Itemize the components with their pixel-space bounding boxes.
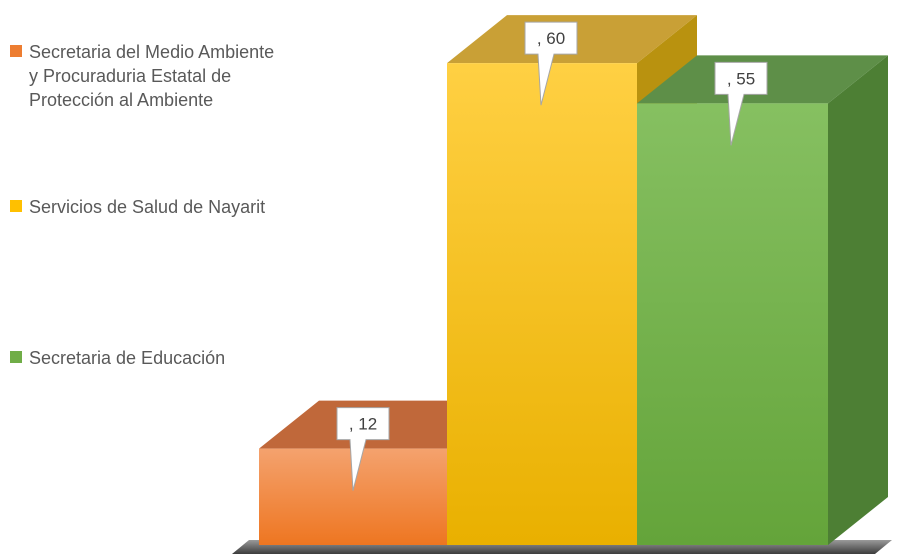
- bar-front-face: [447, 63, 637, 545]
- data-label: , 55: [727, 69, 755, 88]
- data-label: , 60: [537, 29, 565, 48]
- bar-side-face: [828, 55, 888, 545]
- bar: [637, 55, 888, 545]
- data-label: , 12: [349, 415, 377, 434]
- bar-front-face: [637, 103, 828, 545]
